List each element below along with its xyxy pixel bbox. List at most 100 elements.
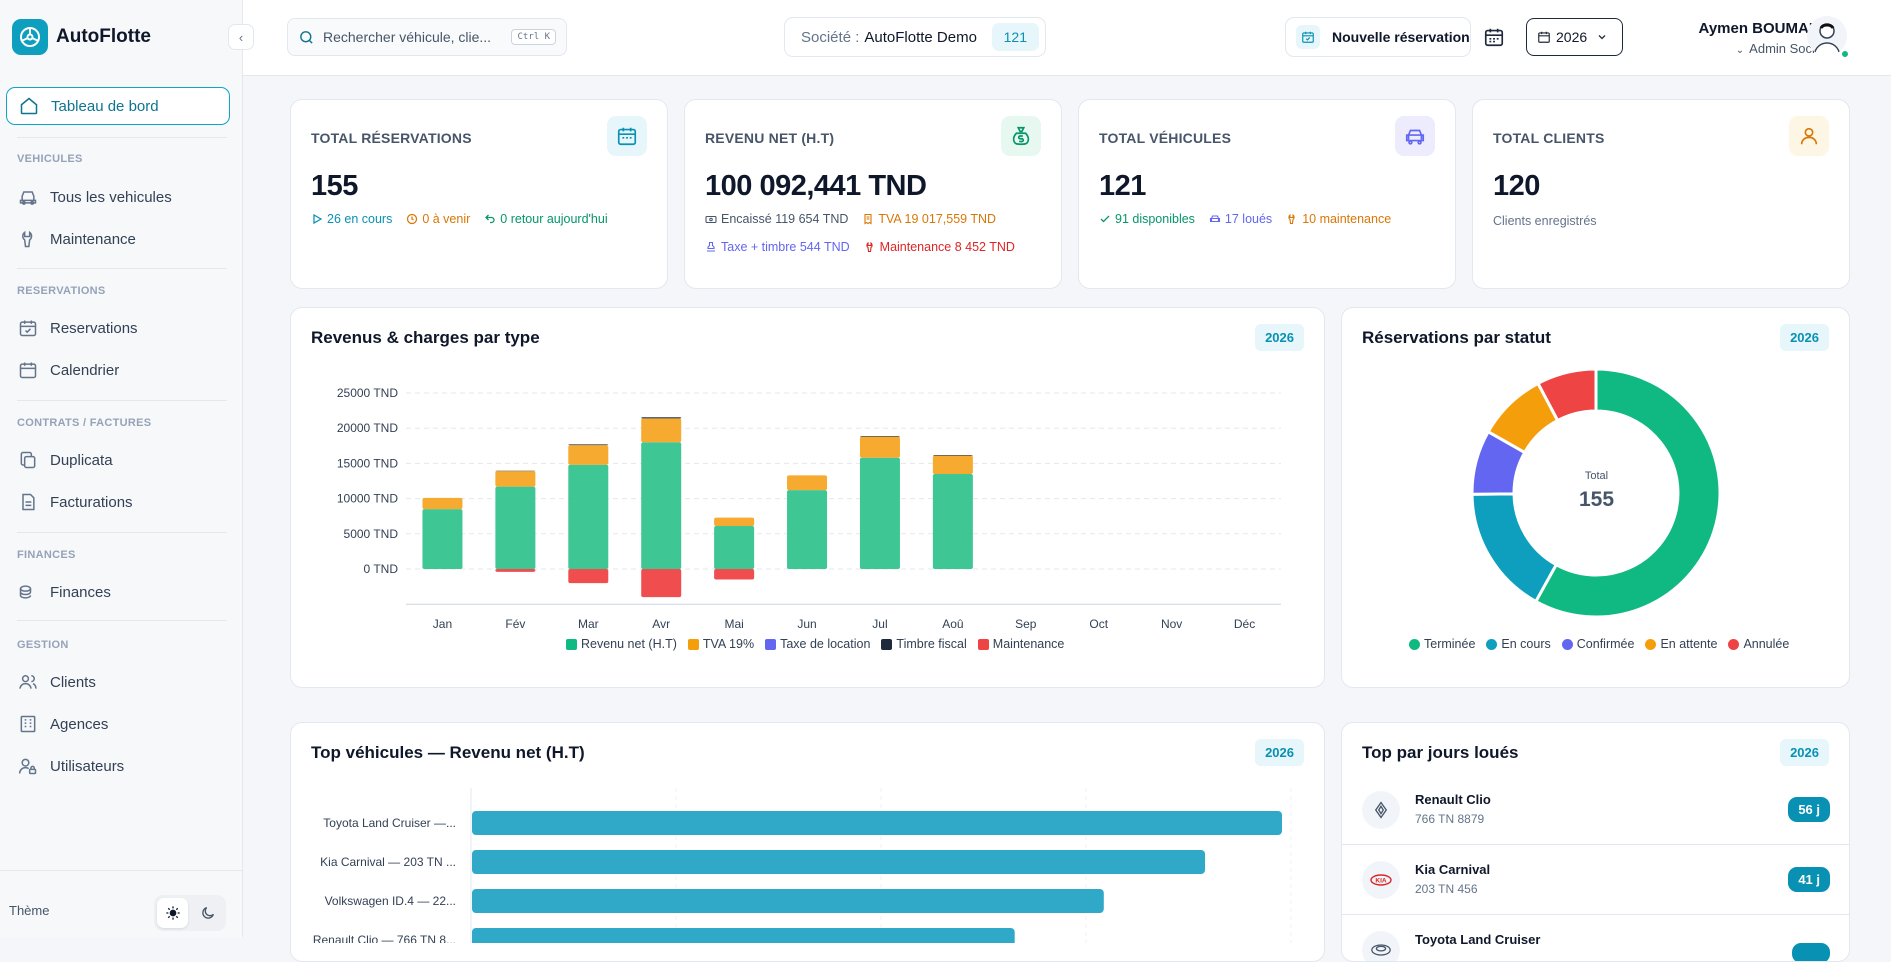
sidebar-item-calendar[interactable]: Calendrier <box>6 351 230 389</box>
bar-segment <box>568 445 608 465</box>
legend-item[interactable]: Terminée <box>1409 637 1475 651</box>
divider <box>17 620 227 621</box>
sidebar: AutoFlotte Tableau de bord VEHICULES Tou… <box>0 0 243 937</box>
legend-item[interactable]: Revenu net (H.T) <box>566 637 677 651</box>
legend-item[interactable]: En attente <box>1645 637 1717 651</box>
legend-item[interactable]: En cours <box>1486 637 1550 651</box>
theme-toggle[interactable] <box>154 895 226 931</box>
cashed-stat: Encaissé 119 654 TND <box>705 212 848 226</box>
wrench-icon <box>18 229 38 249</box>
sidebar-item-label: Calendrier <box>50 362 119 379</box>
x-tick-label: Mar <box>578 617 599 631</box>
legend-item[interactable]: Annulée <box>1728 637 1789 651</box>
x-tick-label: Avr <box>652 617 670 631</box>
donut-center-value: 155 <box>1342 488 1851 512</box>
brand-logo[interactable]: AutoFlotte <box>12 19 151 55</box>
legend-item[interactable]: Maintenance <box>978 637 1065 651</box>
section-contrats: CONTRATS / FACTURES <box>17 417 151 429</box>
rented-stat: 17 loués <box>1209 212 1272 226</box>
legend-swatch <box>1645 639 1656 650</box>
file-icon <box>18 492 38 512</box>
calendar-check-icon <box>1296 25 1320 49</box>
kpi-subinfo: Clients enregistrés <box>1493 214 1597 228</box>
sidebar-item-reservations[interactable]: Reservations <box>6 309 230 347</box>
kpi-title: TOTAL CLIENTS <box>1493 130 1605 146</box>
legend-swatch <box>566 639 577 650</box>
collapse-sidebar-button[interactable]: ‹ <box>228 24 254 50</box>
bar-segment <box>787 475 827 490</box>
bar-segment <box>714 526 754 569</box>
bar-segment <box>422 509 462 569</box>
kpi-value: 155 <box>311 170 358 203</box>
kpi-value: 121 <box>1099 170 1146 203</box>
legend-item[interactable]: Taxe de location <box>765 637 870 651</box>
returns-text: 0 retour aujourd'hui <box>500 212 607 226</box>
toyota-logo-icon <box>1362 931 1400 962</box>
bar <box>472 928 1015 943</box>
legend-swatch <box>1409 639 1420 650</box>
sidebar-item-maintenance[interactable]: Maintenance <box>6 220 230 258</box>
search-input[interactable]: Rechercher véhicule, clie... Ctrl K <box>287 18 567 56</box>
kpi-value: 120 <box>1493 170 1540 203</box>
legend-label: Confirmée <box>1577 637 1635 651</box>
sidebar-item-duplicata[interactable]: Duplicata <box>6 441 230 479</box>
kpi-subinfo: 91 disponibles 17 loués 10 maintenance <box>1099 212 1391 226</box>
upcoming-stat: 0 à venir <box>406 212 470 226</box>
bar-segment <box>422 498 462 509</box>
sidebar-item-label: Duplicata <box>50 452 113 469</box>
sidebar-item-vehicles[interactable]: Tous les vehicules <box>6 178 230 216</box>
days-badge: 41 j <box>1788 867 1830 892</box>
top-vehicles-card: Top véhicules — Revenu net (H.T) 2026 To… <box>290 722 1325 962</box>
sidebar-item-dashboard[interactable]: Tableau de bord <box>6 87 230 125</box>
maintenance-text: 10 maintenance <box>1302 212 1391 226</box>
brand-name: AutoFlotte <box>56 26 151 48</box>
bar-segment <box>933 455 973 456</box>
bar-segment <box>860 437 900 458</box>
legend-label: Timbre fiscal <box>896 637 966 651</box>
calendar-button[interactable] <box>1483 26 1505 53</box>
sidebar-item-users[interactable]: Utilisateurs <box>6 747 230 785</box>
x-tick-label: Oct <box>1089 617 1108 631</box>
coins-icon <box>18 582 38 602</box>
bar-segment <box>860 436 900 437</box>
car-icon <box>1209 213 1221 225</box>
chart-legend: Revenu net (H.T) TVA 19% Taxe de locatio… <box>566 637 1064 651</box>
new-reservation-button[interactable]: Nouvelle réservation <box>1285 17 1471 57</box>
revenue-chart-card: Revenus & charges par type 2026 25000 TN… <box>290 307 1325 688</box>
year-select[interactable]: 2026 <box>1526 18 1623 56</box>
moon-icon[interactable] <box>192 898 223 928</box>
avatar[interactable] <box>1807 16 1847 56</box>
x-tick-label: Jun <box>797 617 816 631</box>
stamp-icon <box>705 241 717 253</box>
clock-icon <box>406 213 418 225</box>
legend-item[interactable]: Timbre fiscal <box>881 637 966 651</box>
legend-label: TVA 19% <box>703 637 754 651</box>
kpi-subinfo: Taxe + timbre 544 TND Maintenance 8 452 … <box>705 240 1015 254</box>
bar-segment <box>933 474 973 569</box>
kpi-value: 100 092,441 TND <box>705 170 926 203</box>
legend-item[interactable]: TVA 19% <box>688 637 754 651</box>
money-bag-icon <box>1001 116 1041 156</box>
year-badge: 2026 <box>1255 324 1304 351</box>
list-title: Top par jours loués <box>1362 743 1518 763</box>
bar-segment <box>641 442 681 569</box>
section-vehicules: VEHICULES <box>17 153 83 165</box>
list-item[interactable]: Toyota Land Cruiser <box>1342 915 1850 962</box>
sidebar-item-finances[interactable]: Finances <box>6 573 230 611</box>
legend-label: Annulée <box>1743 637 1789 651</box>
sun-icon[interactable] <box>157 898 188 928</box>
company-selector[interactable]: Société : AutoFlotte Demo 121 <box>784 17 1046 57</box>
theme-label: Thème <box>9 903 49 918</box>
list-item[interactable]: Renault Clio 766 TN 8879 56 j <box>1342 775 1850 845</box>
sidebar-item-invoices[interactable]: Facturations <box>6 483 230 521</box>
sidebar-item-agencies[interactable]: Agences <box>6 705 230 743</box>
bar-segment <box>568 465 608 569</box>
bar-segment <box>641 417 681 418</box>
vat-text: TVA 19 017,559 TND <box>878 212 996 226</box>
list-item[interactable]: KIA Kia Carnival 203 TN 456 41 j <box>1342 845 1850 915</box>
receipt-icon <box>862 213 874 225</box>
sidebar-item-clients[interactable]: Clients <box>6 663 230 701</box>
legend-item[interactable]: Confirmée <box>1562 637 1635 651</box>
y-tick-label: 15000 TND <box>337 456 398 470</box>
year-value: 2026 <box>1556 29 1587 45</box>
